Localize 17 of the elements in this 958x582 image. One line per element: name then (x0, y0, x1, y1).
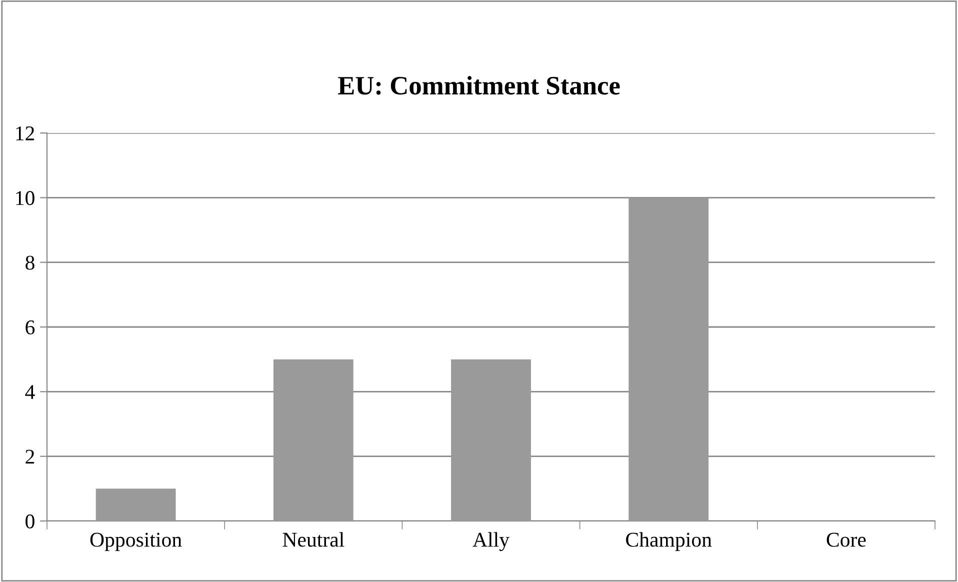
chart-title: EU: Commitment Stance (338, 76, 620, 95)
y-tick-label: 4 (25, 385, 35, 399)
y-tick-label: 8 (26, 256, 34, 270)
y-tick-label: 10 (16, 191, 34, 206)
x-tick-label: Ally (472, 532, 510, 552)
bar (628, 198, 709, 521)
y-tick-label: 12 (16, 126, 34, 140)
bar (96, 488, 176, 521)
bar (451, 359, 531, 521)
y-tick-label: 0 (26, 514, 34, 528)
x-tick-label: Core (826, 532, 866, 547)
y-tick-label: 2 (26, 450, 34, 464)
x-tick-label: Opposition (90, 532, 182, 552)
x-tick-label: Neutral (282, 532, 344, 547)
y-tick-label: 6 (26, 320, 35, 334)
x-tick-label: Champion (626, 532, 712, 552)
bar (273, 359, 354, 521)
